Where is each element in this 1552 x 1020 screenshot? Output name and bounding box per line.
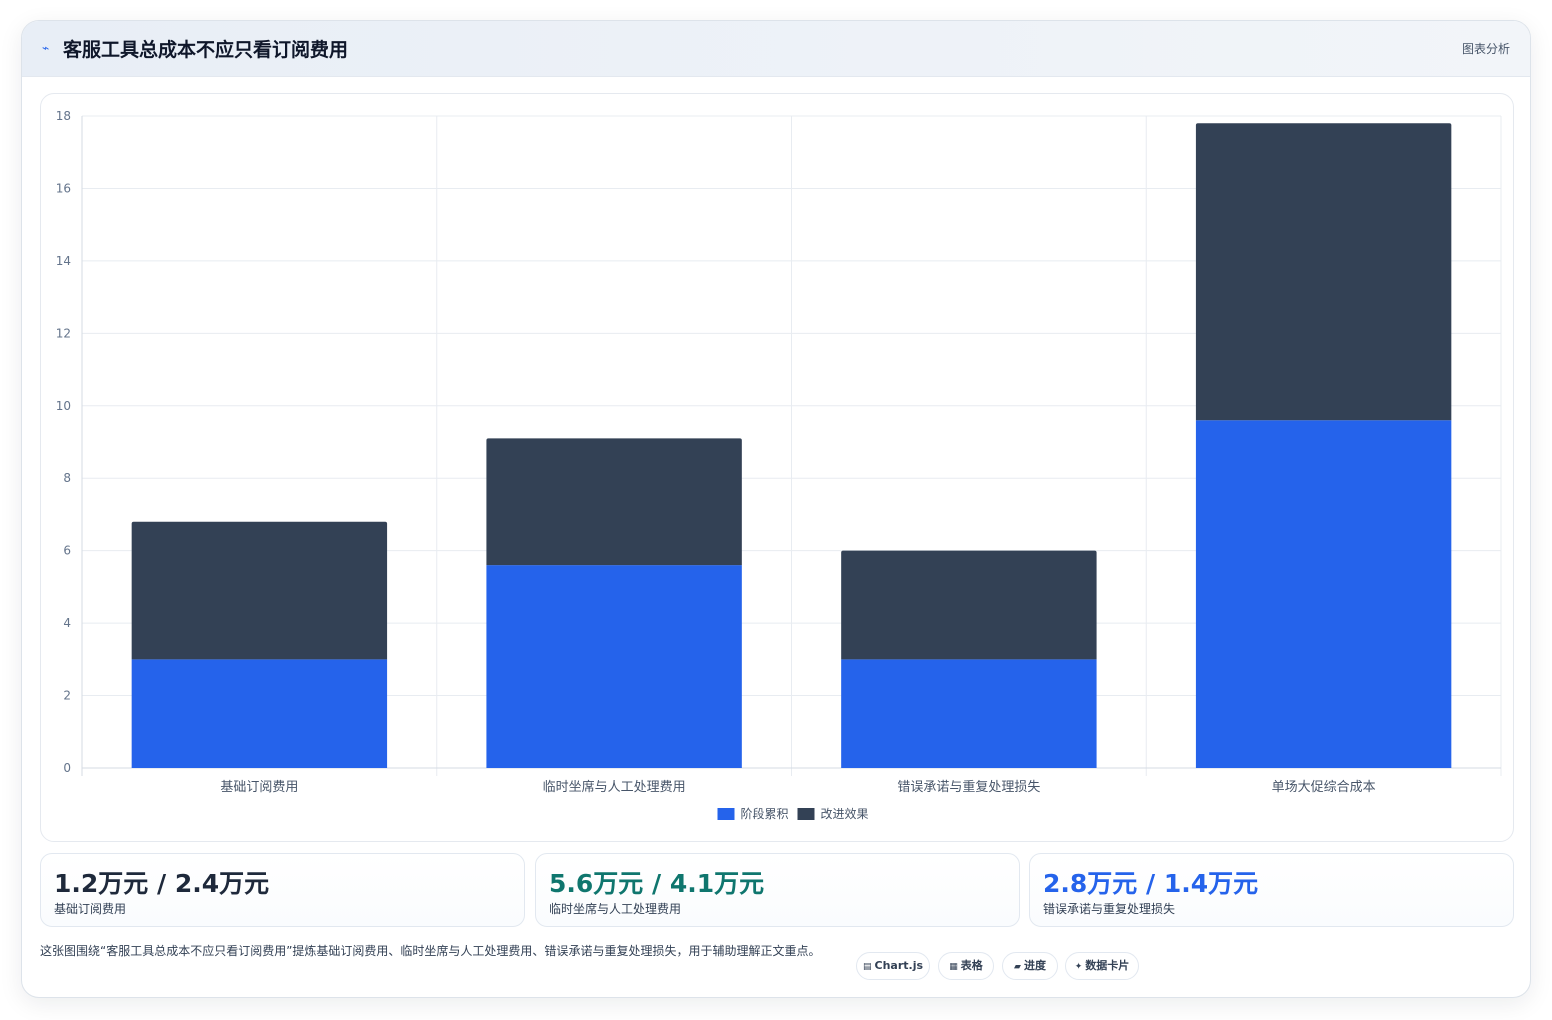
- y-tick-label: 4: [63, 616, 71, 630]
- stat-value: 5.6万元 / 4.1万元: [549, 869, 765, 898]
- bar-improvement: [1195, 123, 1452, 421]
- legend-swatch: [717, 808, 735, 820]
- x-tick-label: 基础订阅费用: [220, 780, 298, 795]
- y-tick-label: 12: [56, 326, 71, 340]
- legend-swatch: [797, 808, 815, 820]
- chip-label: 表格: [960, 959, 983, 972]
- x-tick-label: 临时坐席与人工处理费用: [543, 779, 686, 795]
- stat-label: 临时坐席与人工处理费用: [549, 902, 682, 916]
- chip-progress[interactable]: ▰ 进度: [1002, 952, 1058, 980]
- y-tick-label: 14: [56, 254, 71, 268]
- y-tick-label: 0: [63, 761, 71, 775]
- y-tick-label: 18: [56, 109, 71, 123]
- stat-value: 2.8万元 / 1.4万元: [1043, 869, 1259, 898]
- x-tick-label: 单场大促综合成本: [1272, 780, 1376, 795]
- chip-label: 进度: [1023, 959, 1046, 972]
- chip-chartjs[interactable]: ▤ Chart.js: [856, 952, 930, 980]
- y-tick-label: 8: [63, 471, 71, 485]
- chart-container: 0 2 4 6 8 10 12 14 16 18 基础订阅费用 临时坐席与人工处理费用 错误承诺与重复处…: [40, 93, 1514, 842]
- y-tick-label: 2: [63, 689, 71, 703]
- chip-table[interactable]: ▦ 表格: [938, 952, 994, 980]
- card-header: ⌁ 客服工具总成本不应只看订阅费用 图表分析: [22, 21, 1530, 77]
- bar-stage-cumulative: [1195, 420, 1452, 768]
- bar-stage-cumulative: [841, 659, 1097, 768]
- bar-improvement: [841, 550, 1097, 660]
- trend-line-icon: ⌁: [42, 41, 50, 55]
- chart-description: 这张图围绕“客服工具总成本不应只看订阅费用”提炼基础订阅费用、临时坐席与人工处理…: [40, 944, 821, 958]
- stat-label: 基础订阅费用: [54, 902, 127, 916]
- stacked-bar-chart: 0 2 4 6 8 10 12 14 16 18 基础订阅费用 临时坐席与人工处理费用 错误承诺与重复处…: [56, 109, 1502, 821]
- bar-stage-cumulative: [486, 565, 742, 768]
- stat-label: 错误承诺与重复处理损失: [1043, 902, 1176, 916]
- chart-card: ⌁ 客服工具总成本不应只看订阅费用 图表分析 0 2 4 6 8 10 12 14 16 18 基础…: [21, 20, 1531, 998]
- y-tick-label: 16: [56, 181, 71, 195]
- legend-label: 改进效果: [821, 806, 869, 821]
- chip-label: 数据卡片: [1085, 959, 1130, 972]
- bar-improvement: [131, 521, 388, 660]
- progress-icon: ▰: [1014, 962, 1021, 972]
- page-title: 客服工具总成本不应只看订阅费用: [63, 39, 349, 61]
- stat-card: 5.6万元 / 4.1万元 临时坐席与人工处理费用: [535, 853, 1020, 927]
- y-tick-label: 10: [56, 399, 71, 413]
- stat-cards: 1.2万元 / 2.4万元 基础订阅费用 5.6万元 / 4.1万元 临时坐席与…: [40, 853, 1514, 927]
- stat-value: 1.2万元 / 2.4万元: [54, 869, 270, 898]
- stat-card: 2.8万元 / 1.4万元 错误承诺与重复处理损失: [1029, 853, 1514, 927]
- table-icon: ▦: [949, 962, 958, 972]
- x-tick-label: 错误承诺与重复处理损失: [897, 779, 1040, 795]
- chip-data-cards[interactable]: ✦ 数据卡片: [1065, 952, 1139, 980]
- legend-label: 阶段累积: [741, 806, 789, 821]
- chip-label: Chart.js: [874, 959, 924, 972]
- sparkle-icon: ✦: [1074, 962, 1083, 972]
- stat-card: 1.2万元 / 2.4万元 基础订阅费用: [40, 853, 525, 927]
- chart-icon: ▤: [862, 962, 872, 972]
- bar-stage-cumulative: [131, 659, 388, 768]
- y-tick-label: 6: [63, 544, 71, 558]
- bar-improvement: [486, 438, 742, 566]
- chart-analysis-tag: 图表分析: [1461, 42, 1510, 56]
